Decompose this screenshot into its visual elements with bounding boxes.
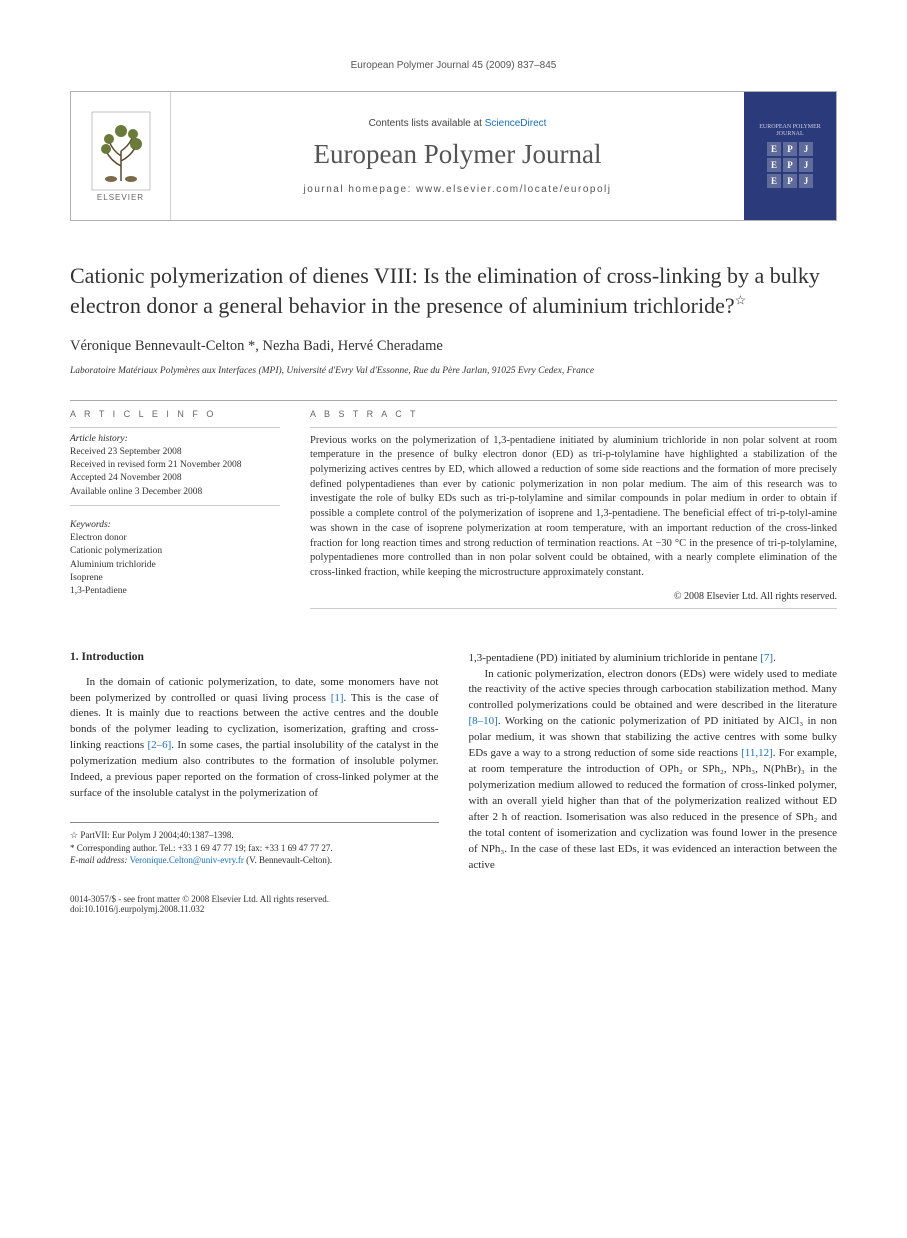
article-title-text: Cationic polymerization of dienes VIII: … — [70, 263, 820, 318]
footnote-corresponding: * Corresponding author. Tel.: +33 1 69 4… — [70, 842, 439, 855]
body-column-right: 1,3-pentadiene (PD) initiated by alumini… — [469, 651, 838, 874]
cover-cell: J — [799, 174, 813, 188]
contents-line: Contents lists available at ScienceDirec… — [369, 118, 547, 129]
keywords-label: Keywords: — [70, 520, 280, 530]
banner-center: Contents lists available at ScienceDirec… — [171, 92, 744, 220]
journal-banner: ELSEVIER Contents lists available at Sci… — [70, 91, 837, 221]
history-item: Received in revised form 21 November 200… — [70, 459, 280, 472]
body-column-left: 1. Introduction In the domain of cationi… — [70, 651, 439, 874]
history-item: Accepted 24 November 2008 — [70, 472, 280, 485]
footnote-email: E-mail address: Veronique.Celton@univ-ev… — [70, 854, 439, 867]
publisher-logo-block: ELSEVIER — [71, 92, 171, 220]
cover-cell: E — [767, 174, 781, 188]
email-tail: (V. Bennevault-Celton). — [244, 855, 332, 865]
citation-link[interactable]: [2–6] — [147, 739, 171, 751]
abstract-text: Previous works on the polymerization of … — [310, 434, 837, 581]
keyword: Aluminium trichloride — [70, 559, 280, 572]
citation-link[interactable]: [7] — [760, 652, 773, 664]
history-label: Article history: — [70, 434, 280, 444]
journal-homepage: journal homepage: www.elsevier.com/locat… — [304, 184, 612, 195]
body-text: 1,3-pentadiene (PD) initiated by alumini… — [469, 651, 838, 874]
running-head: European Polymer Journal 45 (2009) 837–8… — [70, 60, 837, 71]
article-info-block: A R T I C L E I N F O Article history: R… — [70, 409, 280, 615]
keyword: Cationic polymerization — [70, 545, 280, 558]
abstract-label: A B S T R A C T — [310, 409, 837, 419]
abstract-block: A B S T R A C T Previous works on the po… — [310, 409, 837, 615]
section-heading: 1. Introduction — [70, 651, 439, 663]
cover-cell: P — [783, 158, 797, 172]
footnote-star: ☆ PartVII: Eur Polym J 2004;40:1387–1398… — [70, 829, 439, 842]
footnotes-block: ☆ PartVII: Eur Polym J 2004;40:1387–1398… — [70, 822, 439, 867]
article-title: Cationic polymerization of dienes VIII: … — [70, 261, 837, 320]
divider — [70, 400, 837, 401]
footer-left: 0014-3057/$ - see front matter © 2008 El… — [70, 894, 329, 914]
title-footnote-marker: ☆ — [735, 292, 747, 307]
body-span: . — [773, 652, 776, 664]
email-label: E-mail address: — [70, 855, 130, 865]
cover-cell: P — [783, 142, 797, 156]
body-text: In the domain of cationic polymerization… — [70, 675, 439, 803]
elsevier-tree-icon — [91, 111, 151, 191]
keyword: Electron donor — [70, 532, 280, 545]
sciencedirect-link[interactable]: ScienceDirect — [485, 118, 547, 129]
citation-link[interactable]: [1] — [331, 692, 344, 704]
body-span: In cationic polymerization, electron don… — [469, 668, 838, 712]
citation-link[interactable]: [11,12] — [741, 747, 773, 759]
cover-cell: J — [799, 142, 813, 156]
citation-link[interactable]: [8–10] — [469, 715, 498, 727]
history-item: Received 23 September 2008 — [70, 446, 280, 459]
cover-cell: E — [767, 142, 781, 156]
email-link[interactable]: Veronique.Celton@univ-evry.fr — [130, 855, 244, 865]
abstract-copyright: © 2008 Elsevier Ltd. All rights reserved… — [310, 591, 837, 602]
cover-title: EUROPEAN POLYMER JOURNAL — [750, 124, 830, 138]
cover-cell: P — [783, 174, 797, 188]
journal-cover-thumb: EUROPEAN POLYMER JOURNAL E P J E P J E P… — [744, 92, 836, 220]
cover-cell: E — [767, 158, 781, 172]
history-item: Available online 3 December 2008 — [70, 486, 280, 499]
keyword: Isoprene — [70, 572, 280, 585]
cover-grid: E P J E P J E P J — [767, 142, 813, 188]
body-span: 1,3-pentadiene (PD) initiated by alumini… — [469, 652, 761, 664]
authors-line: Véronique Bennevault-Celton *, Nezha Bad… — [70, 338, 837, 355]
journal-title: European Polymer Journal — [314, 139, 602, 170]
keyword: 1,3-Pentadiene — [70, 585, 280, 598]
contents-prefix: Contents lists available at — [369, 118, 485, 129]
publisher-label: ELSEVIER — [97, 193, 144, 202]
affiliation: Laboratoire Matériaux Polymères aux Inte… — [70, 365, 837, 377]
cover-cell: J — [799, 158, 813, 172]
article-info-label: A R T I C L E I N F O — [70, 409, 280, 419]
body-span: . For example, at room temperature the i… — [469, 747, 838, 871]
page-footer: 0014-3057/$ - see front matter © 2008 El… — [70, 894, 837, 914]
